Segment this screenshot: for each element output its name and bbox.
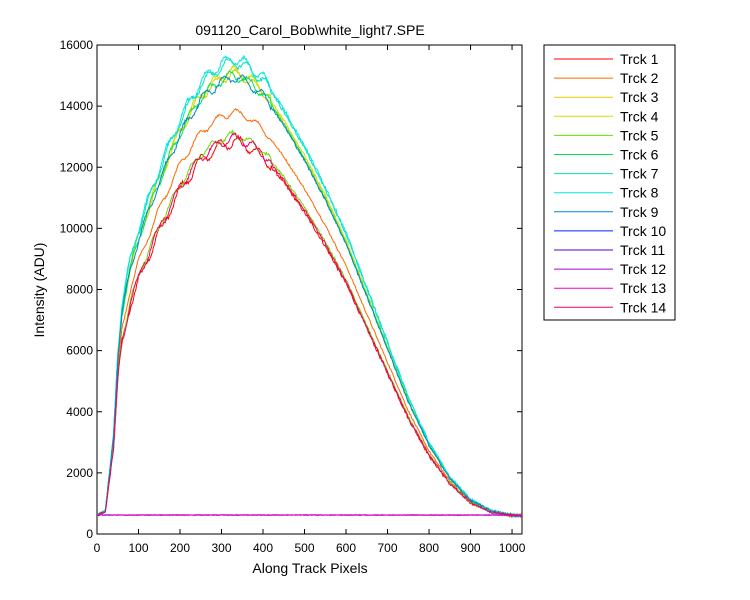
legend-entry: Trck 13 <box>620 280 666 296</box>
legend-entry: Trck 5 <box>620 127 659 143</box>
legend-entry: Trck 12 <box>620 261 666 277</box>
x-tick-label: 300 <box>211 541 231 555</box>
series-line-14 <box>97 132 522 518</box>
legend-entry: Trck 9 <box>620 204 659 220</box>
legend-entry: Trck 6 <box>620 147 659 163</box>
legend-entry: Trck 1 <box>620 51 659 67</box>
x-tick-label: 700 <box>378 541 398 555</box>
series-line-9 <box>97 74 522 518</box>
legend-entry: Trck 10 <box>620 223 666 239</box>
series-line-2 <box>97 107 522 518</box>
series-layer <box>97 54 522 519</box>
y-tick-label: 16000 <box>60 38 94 52</box>
y-tick-label: 14000 <box>60 99 94 113</box>
legend-entry: Trck 14 <box>620 299 666 315</box>
x-axis-label: Along Track Pixels <box>252 560 367 576</box>
x-tick-label: 500 <box>295 541 315 555</box>
x-tick-label: 100 <box>128 541 148 555</box>
x-tick-label: 0 <box>94 541 101 555</box>
plot-area <box>96 44 523 535</box>
x-tick-label: 800 <box>419 541 439 555</box>
legend-entry: Trck 4 <box>620 108 659 124</box>
y-tick-label: 10000 <box>60 221 94 235</box>
legend-entry: Trck 8 <box>620 185 659 201</box>
chart-title: 091120_Carol_Bob\white_light7.SPE <box>195 22 424 38</box>
y-tick-label: 4000 <box>66 405 93 419</box>
legend-entry: Trck 3 <box>620 89 659 105</box>
x-tick-label: 200 <box>170 541 190 555</box>
y-axis: 0 2000 4000 6000 8000 10000 12000 14000 16000 <box>60 38 522 541</box>
y-tick-label: 0 <box>86 527 93 541</box>
legend-entry: Trck 2 <box>620 70 659 86</box>
legend-box <box>543 44 676 321</box>
legend: Trck 1 Trck 2 Trck 3 Trck 4 Trck 5 Trck 6 Trck… <box>543 44 676 321</box>
y-axis-label: Intensity (ADU) <box>31 243 47 338</box>
x-tick-label: 900 <box>461 541 481 555</box>
x-axis: 0 100 200 300 400 500 600 700 800 900 1000 <box>94 45 526 555</box>
y-tick-label: 2000 <box>66 466 93 480</box>
x-tick-label: 600 <box>336 541 356 555</box>
legend-entry: Trck 11 <box>620 242 665 258</box>
y-tick-label: 8000 <box>66 283 93 297</box>
y-tick-label: 6000 <box>66 344 93 358</box>
legend-entry: Trck 7 <box>620 166 659 182</box>
x-tick-label: 1000 <box>499 541 526 555</box>
y-tick-label: 12000 <box>60 160 94 174</box>
x-tick-label: 400 <box>253 541 273 555</box>
